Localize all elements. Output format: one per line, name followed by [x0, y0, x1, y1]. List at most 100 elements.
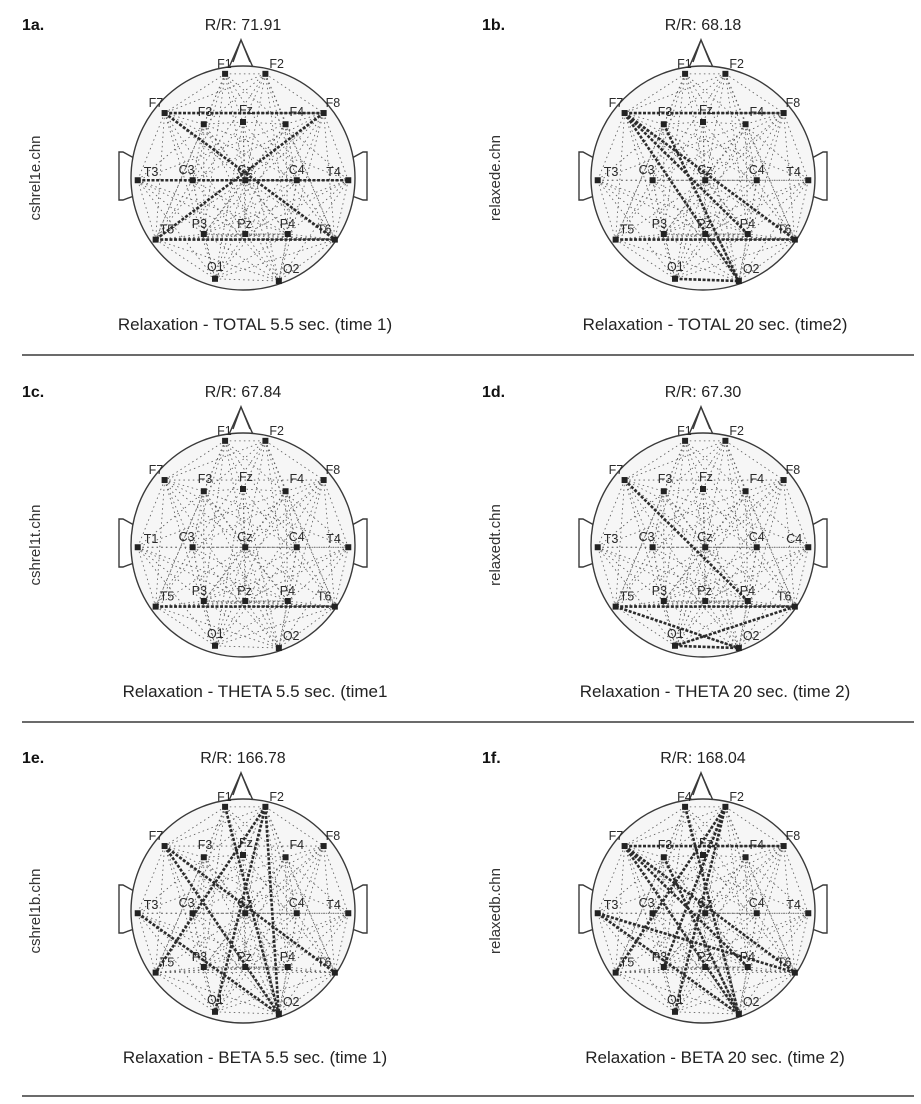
connection-F4-T3 [137, 490, 286, 548]
electrode-C4 [753, 177, 760, 184]
electrode-label-Fz: Fz [699, 836, 713, 850]
strong-connection-F7-P4 [623, 479, 749, 602]
electrode-label-Cz: Cz [697, 530, 712, 544]
connection-F3-Fz [663, 488, 704, 492]
electrode-label-F8: F8 [326, 829, 341, 843]
electrode-O1 [672, 642, 678, 649]
connection-Cz-P4 [704, 179, 749, 235]
connection-T3-Pz [597, 912, 706, 968]
connection-Cz-T5 [615, 179, 706, 240]
connection-T6-P3 [663, 600, 795, 607]
electrode-F2 [262, 70, 269, 77]
electrode-Fz [240, 852, 246, 858]
electrode-T6 [331, 603, 338, 610]
electrode-label-T3: T3 [604, 898, 619, 912]
electrode-Fz [240, 119, 246, 125]
electrode-label-O2: O2 [743, 995, 760, 1009]
connection-F2-P4 [725, 73, 749, 235]
connection-Cz-O1 [674, 180, 706, 279]
connection-F8-F4 [745, 112, 784, 125]
connection-T3-O1 [597, 912, 676, 1013]
electrode-label-T6: T6 [777, 956, 792, 970]
electrode-label-F7: F7 [609, 463, 624, 477]
connection-F3-O2 [203, 857, 280, 1015]
connection-Cz-T5 [615, 546, 706, 607]
electrode-C4 [293, 910, 300, 917]
panel-2: 1b. R/R: 68.18 relaxede.chn Relaxation - TO… [482, 17, 847, 334]
connection-F8-Cz [244, 845, 324, 914]
electrode-label-F2: F2 [269, 424, 284, 438]
connection-F4-P3 [663, 491, 746, 602]
connection-P3-O1 [203, 600, 216, 646]
electrode-F8 [320, 110, 327, 117]
strong-connection-T3-T6 [597, 911, 796, 974]
connection-F8-F4 [285, 845, 324, 858]
connection-F1-Cz [224, 73, 246, 181]
electrode-T4 [805, 910, 812, 917]
electrode-label-O1: O1 [207, 993, 224, 1007]
file-name: cshrel1t.chn [27, 505, 44, 586]
electrode-O1 [212, 1008, 218, 1015]
connection-F8-Pz [244, 845, 324, 968]
electrode-label-F3: F3 [198, 472, 213, 486]
connection-F4-T3 [597, 856, 746, 914]
connection-F7-F3 [164, 112, 204, 125]
connection-C3-O2 [192, 179, 280, 282]
connection-F2-Cz [244, 73, 266, 181]
electrode-C3 [189, 910, 196, 917]
electrode-C4 [293, 177, 300, 184]
connection-T4-T6 [334, 180, 349, 240]
electrode-F7 [621, 477, 628, 484]
connection-T6-P4 [747, 966, 795, 973]
connection-F8-Pz [244, 479, 324, 602]
connection-F3-T5 [155, 491, 205, 607]
connection-T6-P4 [287, 233, 335, 240]
electrode-F1 [682, 70, 689, 77]
connection-F1-T5 [615, 440, 686, 607]
connection-T5-P4 [155, 600, 288, 607]
electrode-label-F4: F4 [290, 472, 305, 486]
connection-T3-P4 [137, 912, 288, 968]
electrode-O1 [212, 275, 218, 282]
electrode-label-Pz: Pz [697, 217, 712, 231]
connection-F8-Cz [244, 112, 324, 181]
connection-T5-O2 [155, 239, 279, 282]
connection-F8-O2 [278, 479, 325, 649]
electrodes: F1 F2 F7 F8 F3 F4 Fz T3 C4 C3 C4 Cz T5 T6 P3 P4 Pz O1 O2 [594, 424, 812, 652]
electrode-label-Cz: Cz [237, 896, 252, 910]
electrode-F7 [161, 477, 168, 484]
connection-F3-Fz [663, 854, 704, 858]
connection-C4-P3 [203, 179, 297, 235]
electrode-label-O2: O2 [283, 262, 300, 276]
strong-connections [596, 806, 796, 1016]
connection-F3-T5 [155, 124, 205, 240]
electrode-label-O1: O1 [207, 627, 224, 641]
electrode-label-T6: T6 [317, 956, 332, 970]
panel-caption: Relaxation - BETA 5.5 sec. (time 1) [123, 1048, 387, 1067]
strong-connection-O1-O2 [674, 277, 739, 283]
connection-F4-T6 [745, 491, 796, 607]
electrode-label-T6: T6 [777, 590, 792, 604]
electrode-label-Cz: Cz [237, 530, 252, 544]
connection-Fz-O1 [674, 854, 704, 1012]
connection-F1-Cz [684, 73, 706, 181]
connection-C3-O2 [652, 912, 740, 1015]
electrode-label-F7: F7 [149, 829, 164, 843]
connection-F4-P3 [203, 857, 286, 968]
connection-P4-O1 [674, 600, 749, 647]
connection-F1-P3 [203, 73, 226, 235]
connection-F7-C4 [164, 112, 297, 181]
connection-C3-O2 [652, 179, 740, 282]
electrode-label-P3: P3 [652, 217, 667, 231]
electrode-label-P4: P4 [280, 217, 295, 231]
electrode-O1 [212, 642, 218, 649]
connection-T3-T5 [137, 180, 157, 240]
connection-F2-P4 [265, 73, 289, 235]
connection-C4-O2 [278, 180, 298, 282]
electrode-C4 [293, 544, 300, 551]
electrode-label-F1: F1 [217, 424, 232, 438]
connection-Fz-O1 [674, 488, 704, 646]
connection-F3-C3 [192, 857, 205, 914]
connection-T5-P4 [615, 233, 748, 240]
